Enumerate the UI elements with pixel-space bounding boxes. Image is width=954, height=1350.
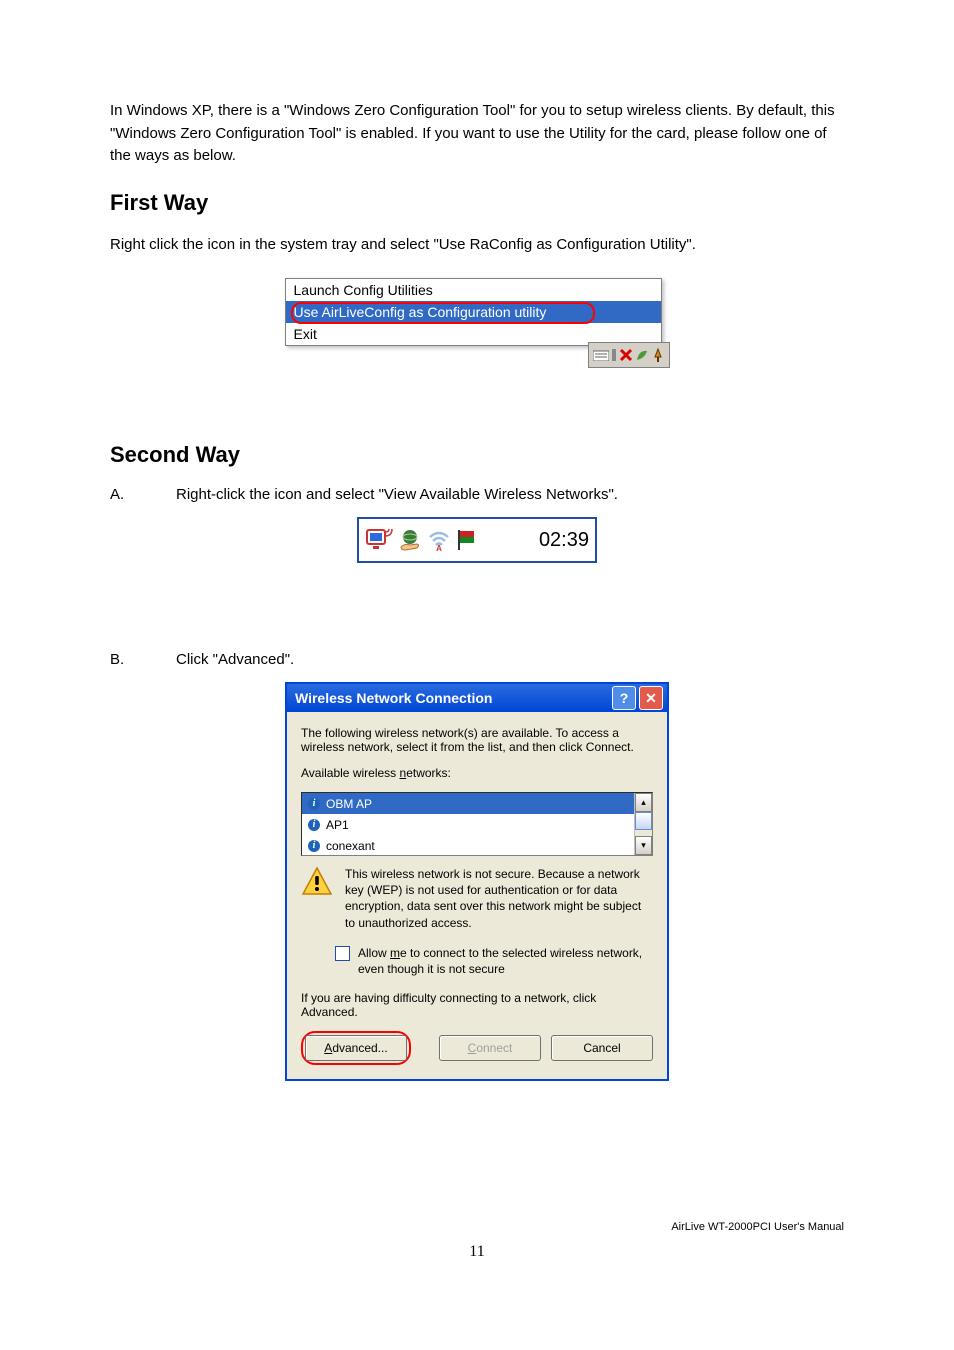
advanced-button[interactable]: Advanced... <box>305 1035 407 1061</box>
info-icon: i <box>308 819 320 831</box>
step-b-text: Click "Advanced". <box>176 651 294 668</box>
context-menu: Launch Config Utilities Use AirLiveConfi… <box>285 278 670 368</box>
taskbar-time: 02:39 <box>539 529 589 552</box>
checkbox-label: Allow me to connect to the selected wire… <box>358 945 653 977</box>
dialog-title-text: Wireless Network Connection <box>295 690 492 706</box>
dialog-titlebar: Wireless Network Connection ? ✕ <box>287 684 667 712</box>
dialog-intro: The following wireless network(s) are av… <box>301 726 653 754</box>
page-number: 11 <box>110 1243 844 1261</box>
scroll-down-button[interactable]: ▾ <box>635 836 652 855</box>
flag-icon <box>455 528 477 552</box>
heading-first-way: First Way <box>110 190 844 216</box>
scroll-thumb[interactable] <box>635 812 652 830</box>
network-label: OBM AP <box>326 797 372 811</box>
available-networks-label: Available wireless networks: <box>301 766 653 780</box>
ctx-item-launch[interactable]: Launch Config Utilities <box>286 279 661 301</box>
taskbar-clock: A 02:39 <box>357 517 597 563</box>
ctx-item-use-airlive[interactable]: Use AirLiveConfig as Configuration utili… <box>286 301 661 323</box>
info-icon: i <box>308 840 320 852</box>
bar-icon <box>611 348 617 362</box>
cancel-button[interactable]: Cancel <box>551 1035 653 1061</box>
scroll-up-button[interactable]: ▴ <box>635 793 652 812</box>
intro-paragraph: In Windows XP, there is a "Windows Zero … <box>110 100 844 168</box>
leaf-icon <box>635 348 649 362</box>
help-button[interactable]: ? <box>612 686 636 710</box>
list-item[interactable]: i OBM AP <box>302 793 652 814</box>
list-item[interactable]: i AP1 <box>302 814 652 835</box>
footer-text: AirLive WT-2000PCI User's Manual <box>110 1221 844 1233</box>
globe-hand-icon <box>397 527 423 553</box>
trouble-text: If you are having difficulty connecting … <box>301 991 653 1019</box>
wifi-icon: A <box>427 528 451 552</box>
wireless-dialog: Wireless Network Connection ? ✕ The foll… <box>285 682 669 1081</box>
heading-second-way: Second Way <box>110 442 844 468</box>
highlight-ring-icon: Advanced... <box>301 1031 411 1065</box>
ctx-label: Launch Config Utilities <box>294 282 433 298</box>
info-icon: i <box>308 798 320 810</box>
ctx-label: Exit <box>294 326 317 342</box>
checkbox[interactable] <box>335 946 350 961</box>
connect-button[interactable]: Connect <box>439 1035 541 1061</box>
monitor-icon <box>365 527 393 553</box>
list-item[interactable]: i conexant <box>302 835 652 856</box>
system-tray <box>588 342 670 368</box>
list-letter-b: B. <box>110 651 176 668</box>
allow-connect-checkbox-row[interactable]: Allow me to connect to the selected wire… <box>335 945 653 977</box>
keyboard-icon <box>593 349 609 361</box>
network-listbox[interactable]: i OBM AP i AP1 i conexant ▴ <box>301 792 653 856</box>
ctx-label: Use AirLiveConfig as Configuration utili… <box>294 304 547 320</box>
antenna-icon <box>651 347 665 363</box>
network-label: conexant <box>326 839 375 853</box>
warning-icon <box>301 866 333 931</box>
list-letter-a: A. <box>110 486 176 503</box>
step-a-text: Right-click the icon and select "View Av… <box>176 486 618 503</box>
network-label: AP1 <box>326 818 349 832</box>
svg-text:A: A <box>436 544 442 552</box>
first-way-instruction: Right click the icon in the system tray … <box>110 234 844 257</box>
warning-text: This wireless network is not secure. Bec… <box>345 866 653 931</box>
close-button[interactable]: ✕ <box>639 686 663 710</box>
scrollbar[interactable]: ▴ ▾ <box>634 793 652 855</box>
tray-close-icon <box>619 348 633 362</box>
